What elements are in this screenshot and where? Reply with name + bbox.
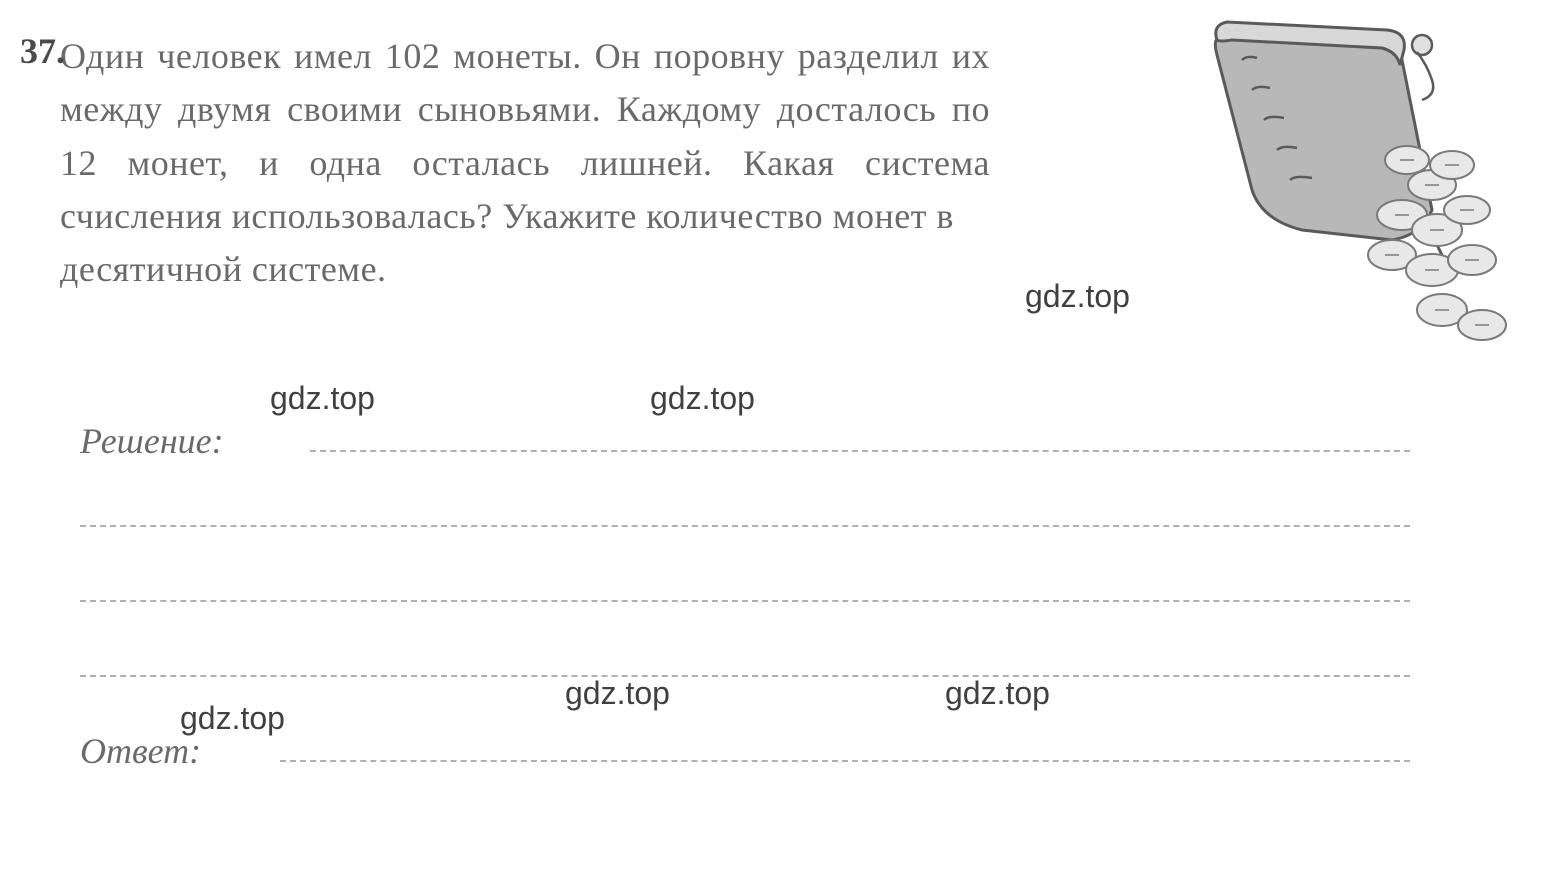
answer-line [80,675,1410,677]
purse-coins-illustration [1142,10,1522,360]
problem-text-part1: Один человек имел 102 монеты. Он поровну… [60,30,990,243]
watermark-text: gdz.top [270,380,375,417]
answer-line [280,760,1410,762]
watermark-text: gdz.top [945,675,1050,712]
problem-number: 37. [20,30,65,72]
answer-line [310,450,1410,452]
answer-line [80,525,1410,527]
watermark-text: gdz.top [650,380,755,417]
solution-label: Решение: [80,420,224,462]
answer-line [80,600,1410,602]
watermark-text: gdz.top [565,675,670,712]
watermark-text: gdz.top [1025,278,1130,315]
answer-label: Ответ: [80,730,201,772]
